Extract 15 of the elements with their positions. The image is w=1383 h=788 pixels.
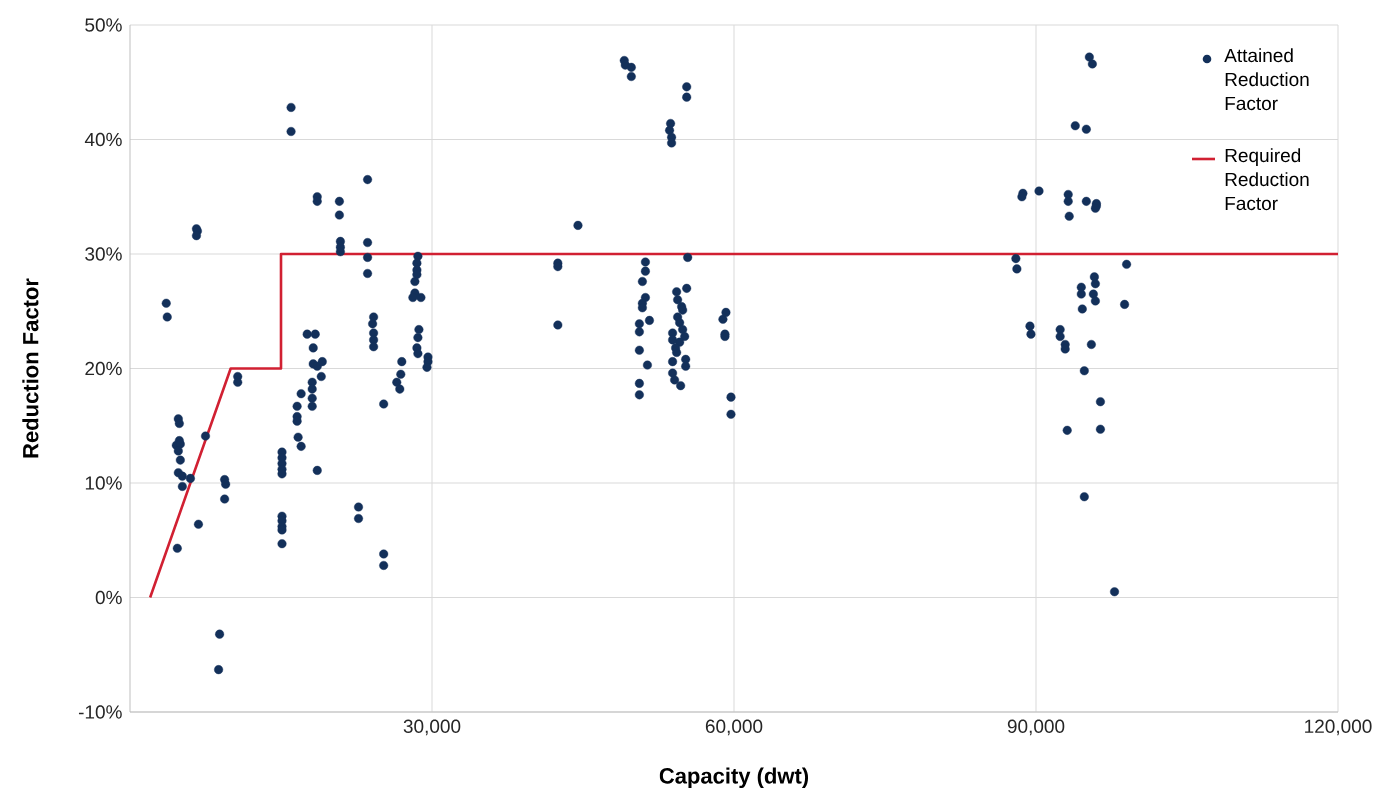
x-tick-label: 120,000 [1305,719,1372,736]
y-tick-label: 0% [95,590,122,605]
x-tick-label: 60,000 [705,719,763,736]
y-axis-title: Reduction Factor [22,278,39,458]
legend-label: Attained Reduction Factor [1224,48,1309,111]
x-tick-label: 30,000 [403,719,461,736]
y-tick-label: 50% [85,18,122,32]
legend-label: Required Reduction Factor [1225,148,1309,211]
y-tick-label: 10% [85,476,122,490]
x-axis-title: Capacity (dwt) [659,767,809,788]
x-tick-label: 90,000 [1007,719,1065,736]
y-tick-label: 40% [84,132,122,147]
y-tick-label: 30% [85,247,122,261]
y-tick-label: -10% [78,705,122,719]
y-tick-label: 20% [85,361,122,376]
